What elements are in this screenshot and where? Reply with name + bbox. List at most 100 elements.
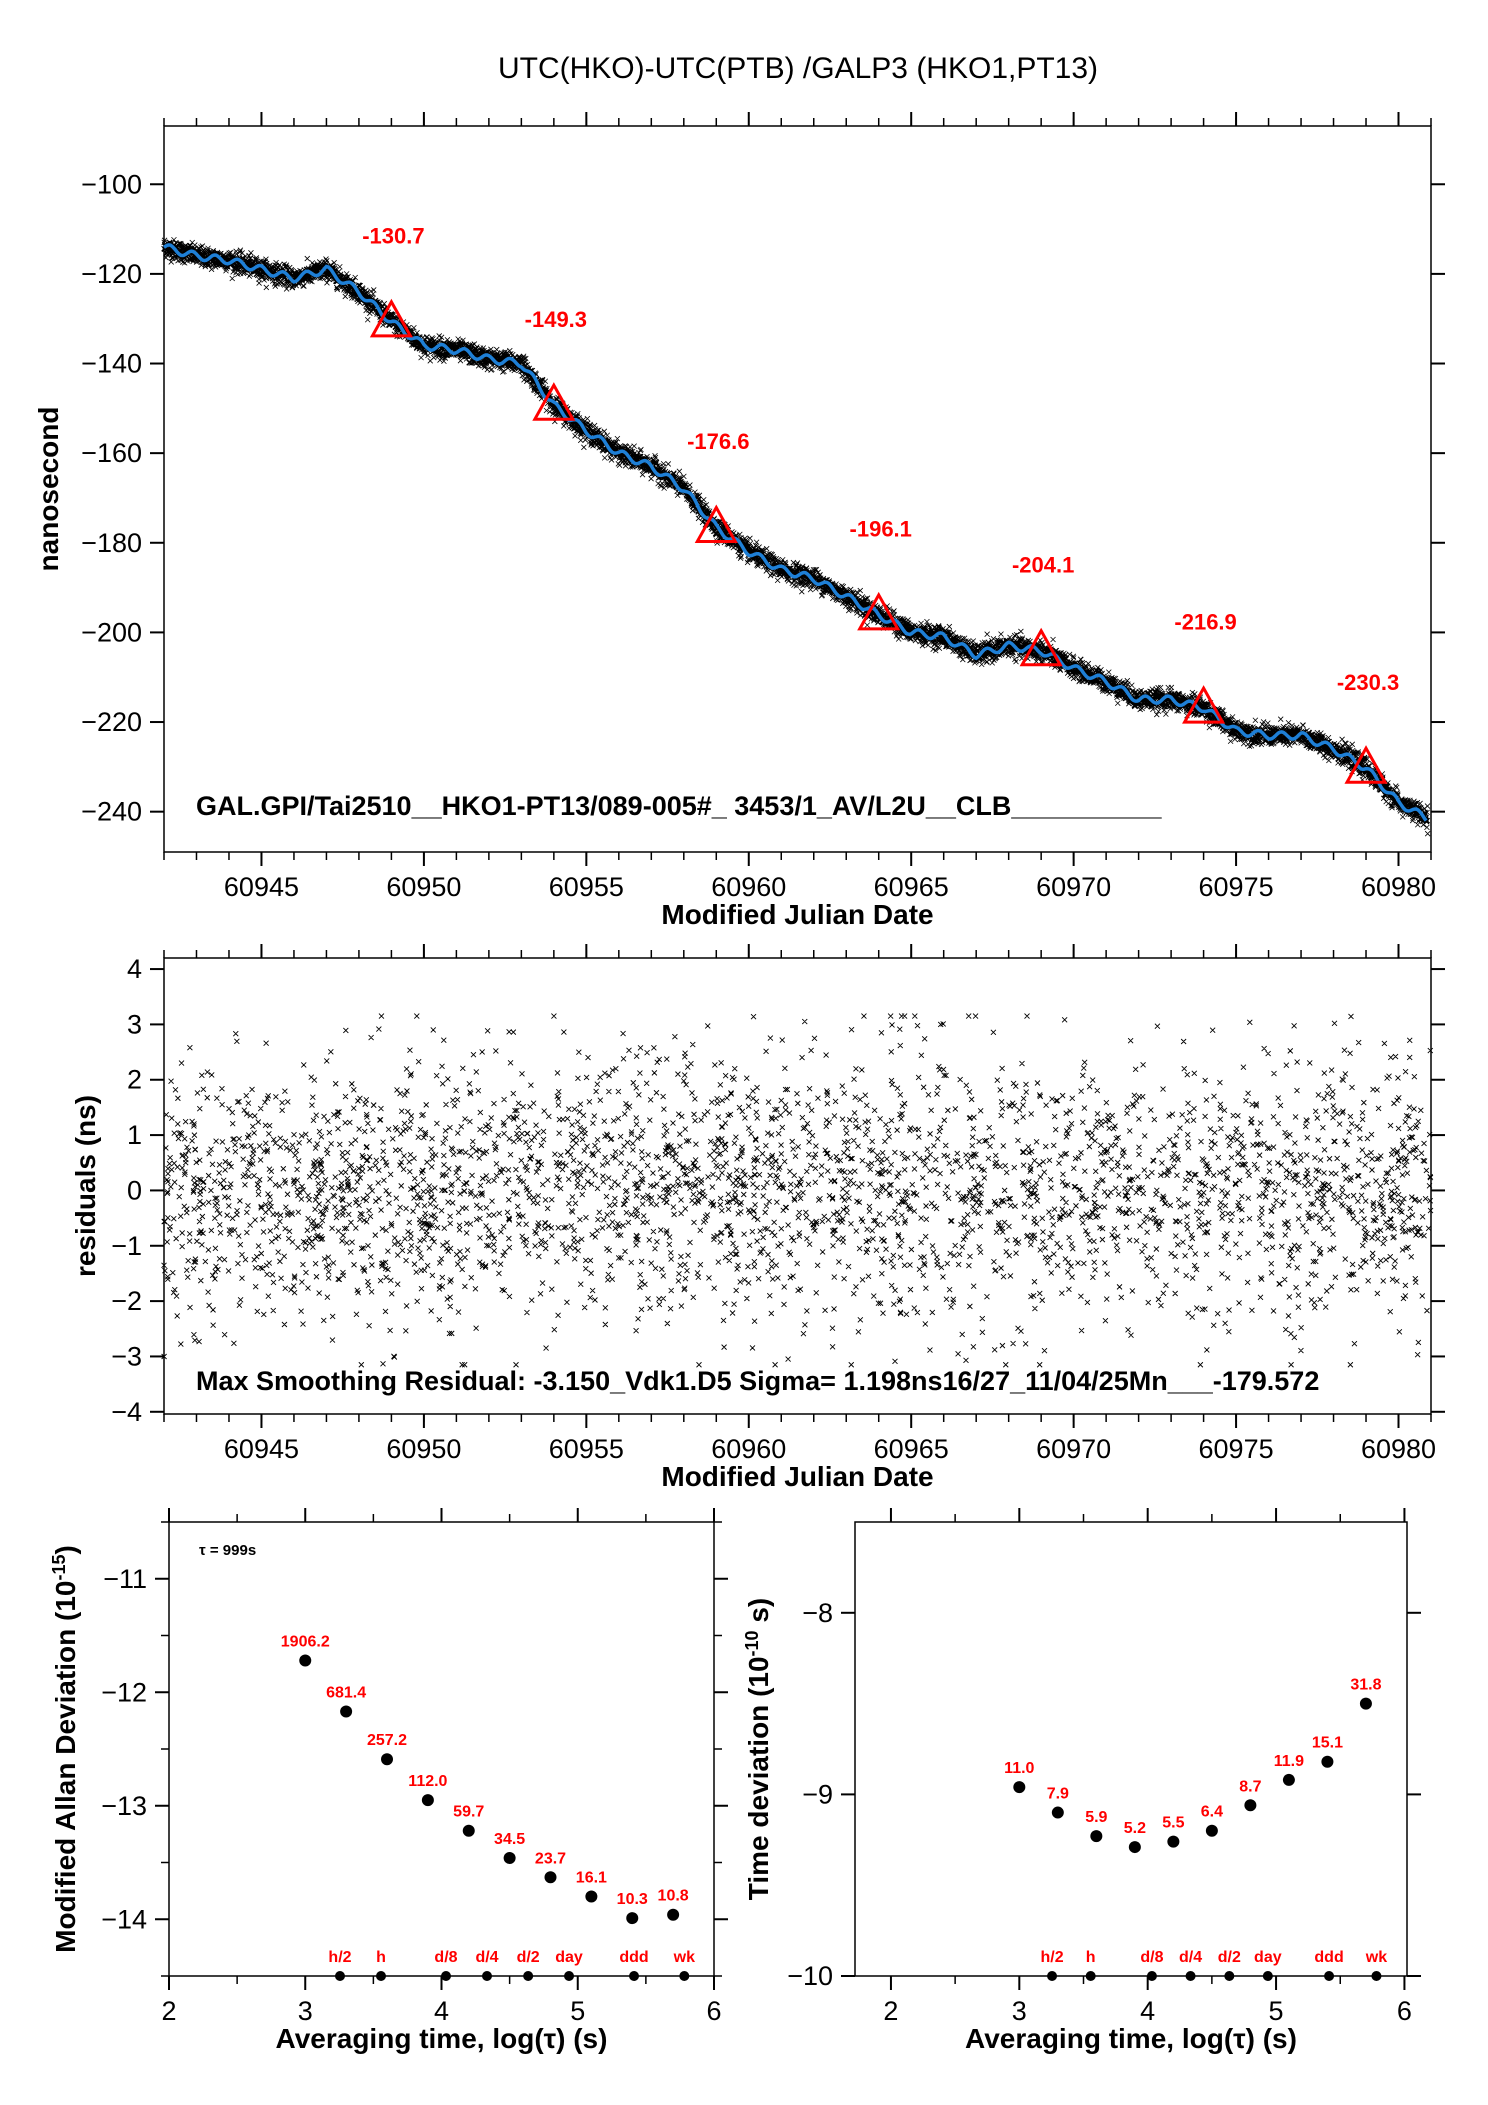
data-point [503,1851,516,1864]
data-point [1090,1830,1103,1843]
plot-annotation: GAL.GPI/Tai2510__HKO1-PT13/089-005#_ 345… [196,791,1163,821]
triangle-marker [1182,685,1226,724]
data-point-label: 11.0 [1004,1760,1034,1777]
x-tick-label: 60980 [1361,872,1436,902]
x-tick-label: 60980 [1361,1434,1436,1464]
x-tick-label: 60975 [1199,872,1274,902]
y-tick-label: −13 [101,1791,147,1821]
x-tick-label: 3 [298,1996,313,2026]
x-tick-label: 60960 [711,1434,786,1464]
y-tick-label: 0 [127,1175,142,1205]
x-tick-label: 2 [883,1996,898,2026]
y-tick-label: −3 [111,1341,142,1371]
data-point [667,1908,680,1921]
triangle-marker [1344,745,1388,784]
y-tick-label: −160 [81,438,142,468]
period-mark-label: d/2 [517,1949,540,1966]
period-mark-label: d/4 [475,1949,498,1966]
x-tick-label: 4 [434,1996,449,2026]
x-tick-label: 6 [1397,1996,1412,2026]
data-point-label: 16.1 [576,1870,607,1887]
y-tick-label: −2 [111,1286,142,1316]
plot-frame [854,1521,1408,1977]
x-tick-label: 6 [706,1996,721,2026]
data-point [1321,1755,1334,1768]
x-axis-label: Modified Julian Date [661,1461,933,1492]
data-point [1051,1806,1064,1819]
y-axis-label-exponent: -15 [49,1554,69,1580]
data-point [299,1654,312,1667]
period-mark-label: wk [673,1949,695,1966]
y-tick-label: −14 [101,1904,147,1934]
y-tick-label: 4 [127,954,142,984]
data-point-label: 10.8 [658,1888,689,1905]
triangle-marker [694,504,738,544]
x-axis-label: Averaging time, log(τ) (s) [965,2023,1297,2054]
smoothed-series-line [163,243,1428,822]
period-mark [1371,1971,1382,1981]
period-mark [523,1971,534,1981]
y-tick-label: −9 [802,1779,833,1809]
marker-label: -204.1 [1012,552,1074,577]
data-point-label: 5.2 [1124,1820,1146,1837]
x-tick-label: 60965 [874,1434,949,1464]
period-mark [629,1971,640,1981]
period-mark-label: day [555,1949,583,1966]
data-point-label: 1906.2 [281,1633,330,1650]
data-point-label: 112.0 [408,1773,447,1790]
x-tick-label: 60960 [711,872,786,902]
period-mark-label: d/8 [1140,1949,1163,1966]
x-tick-label: 60950 [386,1434,461,1464]
data-point-label: 5.5 [1162,1815,1184,1832]
marker-label: -149.3 [525,307,587,332]
period-mark [1185,1971,1196,1981]
x-tick-label: 60955 [549,872,624,902]
data-point [1282,1773,1295,1786]
time-offset-plot: 60945 60950 60955 60960 60965 60970 60975 60980… [33,112,1445,930]
data-point-label: 7.9 [1047,1786,1069,1803]
y-tick-label: −120 [81,259,142,289]
marker-label: -176.6 [687,429,749,454]
time-deviation-plot: 2 3 4 5 6 −8 −9 −10 Averaging time, log(τ) (s) Ti… [742,1508,1421,2054]
data-point-label: 6.4 [1201,1804,1223,1821]
x-tick-label: 60950 [386,872,461,902]
x-tick-label: 60945 [224,1434,299,1464]
x-tick-label: 5 [570,1996,585,2026]
period-mark [1047,1971,1058,1981]
data-point [381,1753,393,1766]
data-point-label: 8.7 [1239,1778,1261,1795]
triangle-marker [532,382,576,421]
triangle-marker [369,298,413,338]
y-axis-label: Time deviation (10-10 s) [742,1598,774,1901]
period-mark-label: h [1086,1949,1096,1966]
x-tick-label: 60945 [224,872,299,902]
y-tick-label: −10 [787,1961,833,1991]
period-mark [1146,1971,1157,1981]
marker-label: -216.9 [1174,610,1236,635]
x-tick-label: 4 [1140,1996,1155,2026]
raw-data-points [161,236,1431,837]
y-tick-label: −4 [111,1397,142,1427]
period-mark [1324,1971,1335,1981]
y-axis-label: Modified Allan Deviation (10-15) [49,1545,81,1953]
period-mark-label: ddd [1314,1949,1343,1966]
x-axis-label: Averaging time, log(τ) (s) [276,2023,608,2054]
y-axis-label-end: ) [50,1545,81,1554]
period-mark [1262,1971,1273,1981]
y-tick-label: −100 [81,169,142,199]
data-point [421,1794,434,1807]
period-mark-label: wk [1365,1949,1387,1966]
data-point-label: 681.4 [326,1685,366,1702]
data-point-label: 5.9 [1085,1809,1107,1826]
period-mark-label: h/2 [1040,1949,1063,1966]
period-mark-label: d/2 [1218,1949,1241,1966]
y-tick-label: 1 [127,1120,142,1150]
y-tick-label: −180 [81,528,142,558]
period-mark-label: h [376,1949,386,1966]
period-mark [1224,1971,1235,1981]
data-point [626,1912,639,1925]
period-mark [482,1971,493,1981]
residuals-plot: 60945 60950 60955 60960 60965 60970 60975 60980… [70,944,1445,1492]
y-axis-label: residuals (ns) [70,1095,101,1277]
